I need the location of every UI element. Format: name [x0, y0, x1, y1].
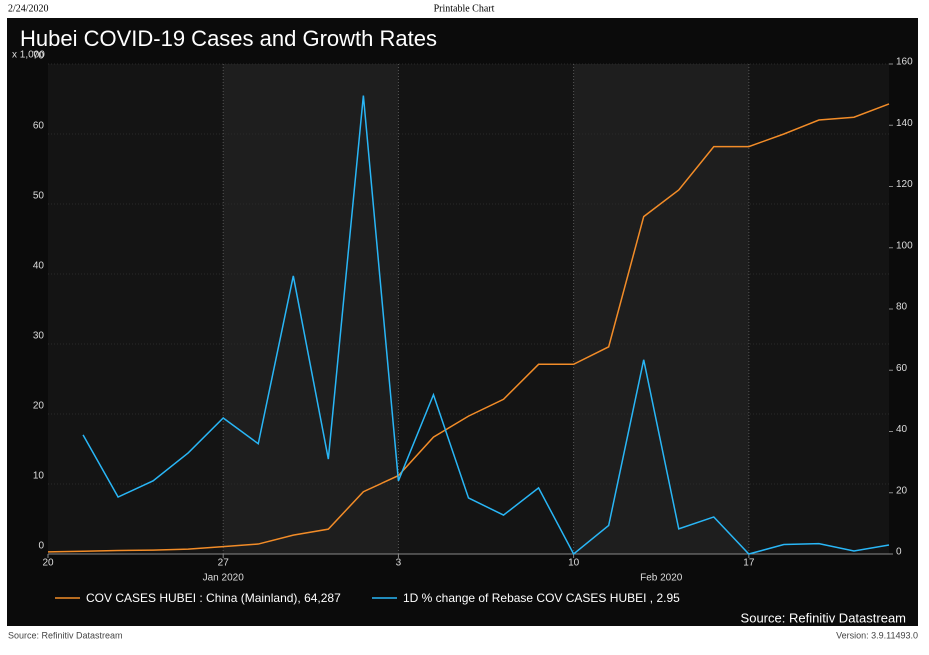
y-tick-label: 60	[33, 121, 45, 132]
y2-tick-label: 0	[896, 547, 902, 558]
print-heading: Printable Chart	[434, 3, 495, 14]
x-tick-label: 3	[396, 558, 402, 569]
y2-tick-label: 80	[896, 302, 908, 313]
legend-label: 1D % change of Rebase COV CASES HUBEI , …	[403, 591, 680, 605]
footer-source: Source: Refinitiv Datastream	[8, 630, 123, 640]
y-tick-label: 30	[33, 331, 45, 342]
y-tick-label: 0	[38, 541, 44, 552]
y2-tick-label: 160	[896, 57, 913, 68]
x-tick-label: 17	[743, 558, 755, 569]
y2-tick-label: 120	[896, 179, 913, 190]
month-label: Feb 2020	[640, 573, 683, 584]
print-date: 2/24/2020	[8, 3, 49, 14]
chart-source: Source: Refinitiv Datastream	[741, 610, 906, 625]
month-label: Jan 2020	[203, 573, 245, 584]
x-tick-label: 10	[568, 558, 580, 569]
y-tick-label: 70	[33, 51, 45, 62]
week-band	[223, 64, 399, 554]
x-tick-label: 27	[218, 558, 230, 569]
week-band	[573, 64, 749, 554]
plot: 0 10 20 30 40 50 60 70 0 20 40 60 80 100 120 140 160 20 27…	[33, 51, 913, 606]
y2-tick-label: 60	[896, 363, 908, 374]
chart-title: Hubei COVID-19 Cases and Growth Rates	[20, 26, 437, 51]
plot-background	[48, 64, 889, 554]
y-tick-label: 20	[33, 401, 45, 412]
y2-tick-label: 20	[896, 485, 908, 496]
y2-tick-label: 100	[896, 240, 913, 251]
y-tick-label: 10	[33, 471, 45, 482]
series-line	[47, 103, 890, 553]
legend-label: COV CASES HUBEI : China (Mainland), 64,2…	[86, 591, 341, 605]
y-axis-unit: x 1,000	[12, 50, 45, 61]
y-tick-label: 40	[33, 261, 45, 272]
series-line	[82, 95, 890, 556]
x-tick-label: 20	[42, 558, 54, 569]
version: Version: 3.9.11493.0	[836, 630, 918, 640]
y2-tick-label: 140	[896, 118, 913, 129]
y-tick-label: 50	[33, 191, 45, 202]
y2-tick-label: 40	[896, 424, 908, 435]
